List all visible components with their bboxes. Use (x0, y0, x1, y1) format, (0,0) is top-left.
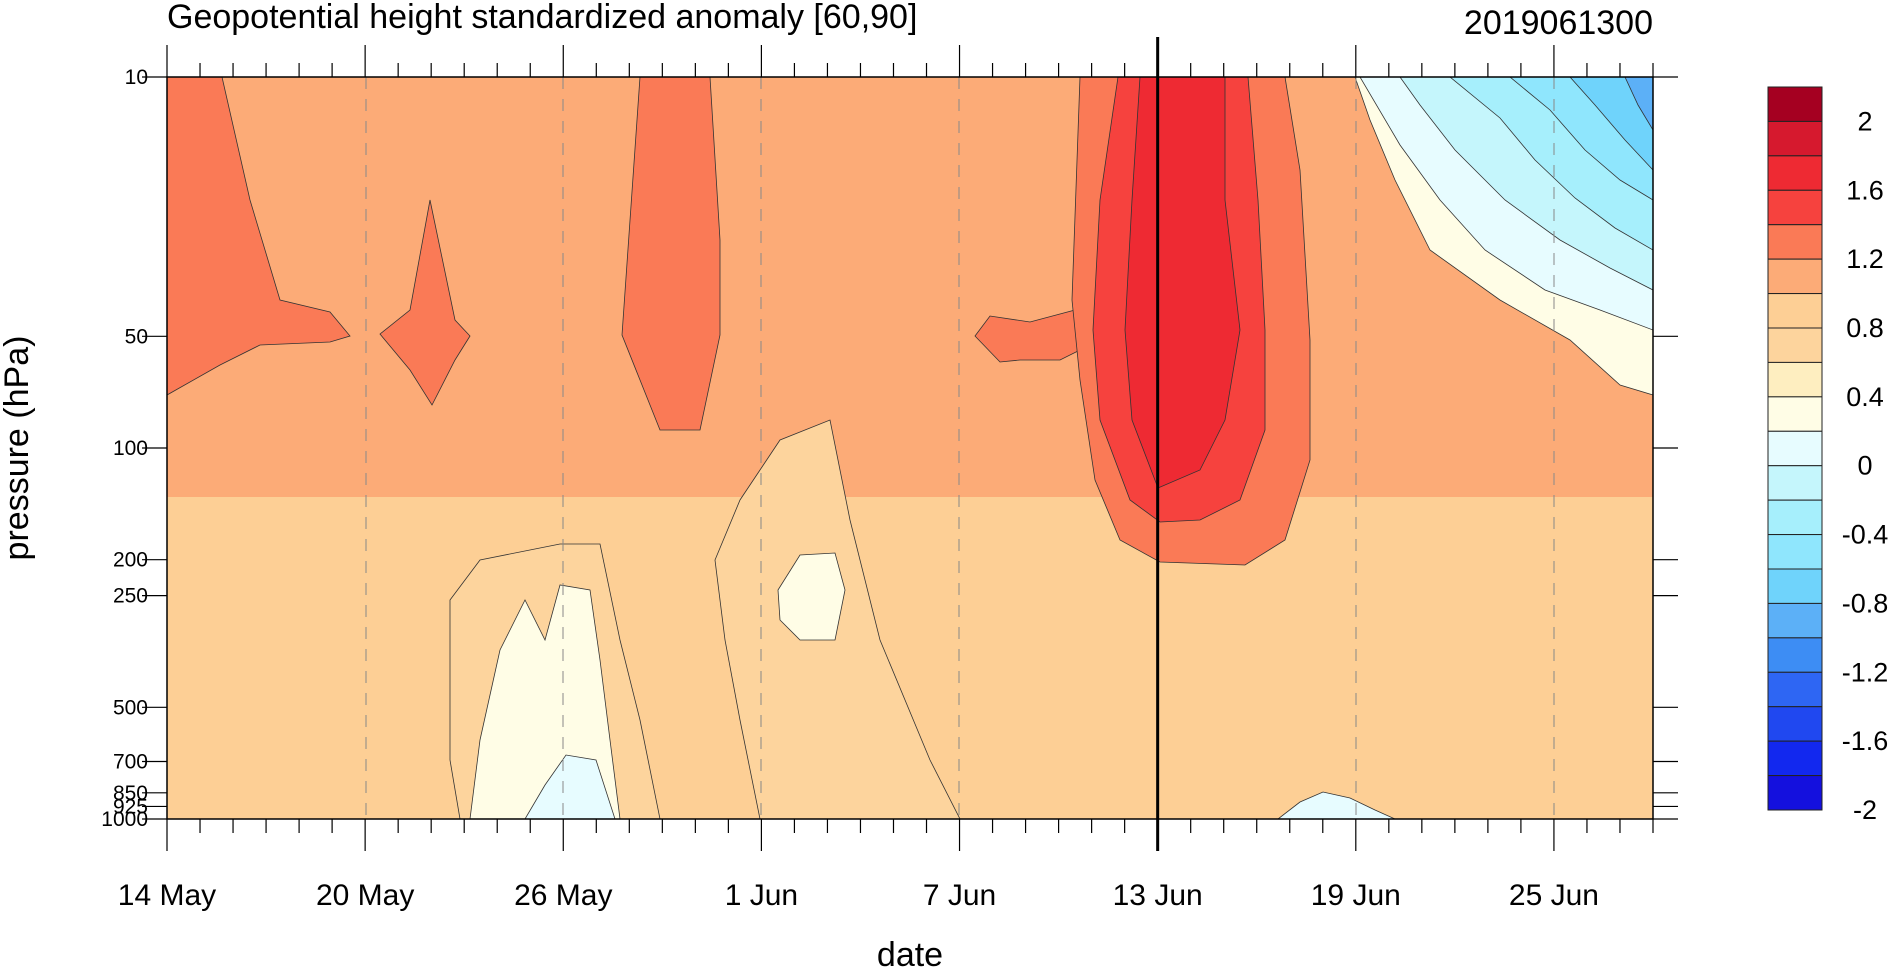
colorbar-box (1767, 327, 1823, 363)
colorbar-box (1767, 86, 1823, 122)
colorbar-box (1767, 671, 1823, 708)
colorbar-box (1767, 740, 1823, 777)
colorbar-box (1767, 120, 1823, 157)
region-stratosphere-max-13jun-core (1124, 77, 1241, 489)
colorbar-box (1767, 706, 1823, 742)
y-axis-title: pressure (hPa) (0, 336, 36, 561)
colorbar-label-3: 0.8 (1846, 313, 1884, 343)
colorbar-box (1767, 499, 1823, 536)
colorbar-box (1767, 430, 1823, 467)
colorbar-box (1767, 465, 1823, 501)
colorbar-box (1767, 189, 1823, 226)
colorbar-label-1: 1.6 (1846, 175, 1884, 205)
region-upper-stratosphere-max-mid-may (167, 77, 351, 396)
y-tick-label-250: 250 (113, 585, 148, 608)
colorbar-label-10: -2 (1853, 795, 1877, 825)
x-axis-title: date (877, 936, 943, 969)
chart-right-title: 2019061300 (1464, 4, 1653, 42)
colorbar-box (1767, 396, 1823, 432)
colorbar: 2 1.6 1.2 0.8 0.4 0 -0.4 -0.8 -1.2 -1.6 -2 (1767, 86, 1889, 825)
colorbar-label-7: -0.8 (1842, 588, 1889, 618)
x-tick-label-2: 26 May (514, 879, 612, 912)
y-tick-label-100: 100 (113, 437, 148, 460)
y-tick-label-700: 700 (113, 751, 148, 774)
y-tick-label-1000: 1000 (101, 808, 148, 831)
colorbar-box (1767, 155, 1823, 191)
y-tick-label-850: 850 (113, 782, 148, 805)
y-tick-label-50: 50 (125, 325, 148, 348)
x-tick-label-4: 7 Jun (923, 879, 996, 912)
colorbar-label-0: 2 (1857, 106, 1872, 136)
y-tick-label-925: 925 (113, 795, 148, 818)
region-negative-late-june-5 (1569, 77, 1653, 171)
x-tick-label-0: 14 May (118, 879, 216, 912)
x-tick-label-7: 25 Jun (1509, 879, 1599, 912)
date-grid-lines (365, 77, 1555, 819)
region-negative-late-june-6 (1624, 77, 1653, 131)
chart-title: Geopotential height standardized anomaly… (167, 0, 917, 36)
region-near-zero-1jun (777, 552, 846, 641)
x-tick-label-5: 13 Jun (1113, 879, 1203, 912)
colorbar-label-8: -1.2 (1842, 657, 1889, 687)
region-negative-small-26may (524, 754, 616, 819)
region-negative-small-19jun (1277, 791, 1396, 819)
x-tick-label-3: 1 Jun (725, 879, 798, 912)
colorbar-box (1767, 568, 1823, 604)
colorbar-box (1767, 534, 1823, 570)
colorbar-label-5: 0 (1857, 451, 1872, 481)
y-tick-label-200: 200 (113, 549, 148, 572)
y-tick-label-10: 10 (125, 66, 148, 89)
region-stratosphere-max-late-may (621, 77, 721, 431)
contour-fill-layer (167, 77, 1653, 819)
colorbar-box (1767, 258, 1823, 295)
colorbar-label-2: 1.2 (1846, 244, 1884, 274)
colorbar-box (1767, 293, 1823, 329)
colorbar-label-9: -1.6 (1842, 726, 1889, 756)
colorbar-box (1767, 224, 1823, 260)
colorbar-box (1767, 602, 1823, 639)
colorbar-label-4: 0.4 (1846, 382, 1884, 412)
colorbar-box (1767, 637, 1823, 673)
colorbar-box (1767, 361, 1823, 398)
region-stratosphere-max-20may (379, 199, 471, 406)
x-tick-label-1: 20 May (316, 879, 414, 912)
colorbar-label-6: -0.4 (1842, 520, 1889, 550)
colorbar-box (1767, 775, 1823, 811)
x-tick-label-6: 19 Jun (1311, 879, 1401, 912)
y-tick-label-500: 500 (113, 696, 148, 719)
